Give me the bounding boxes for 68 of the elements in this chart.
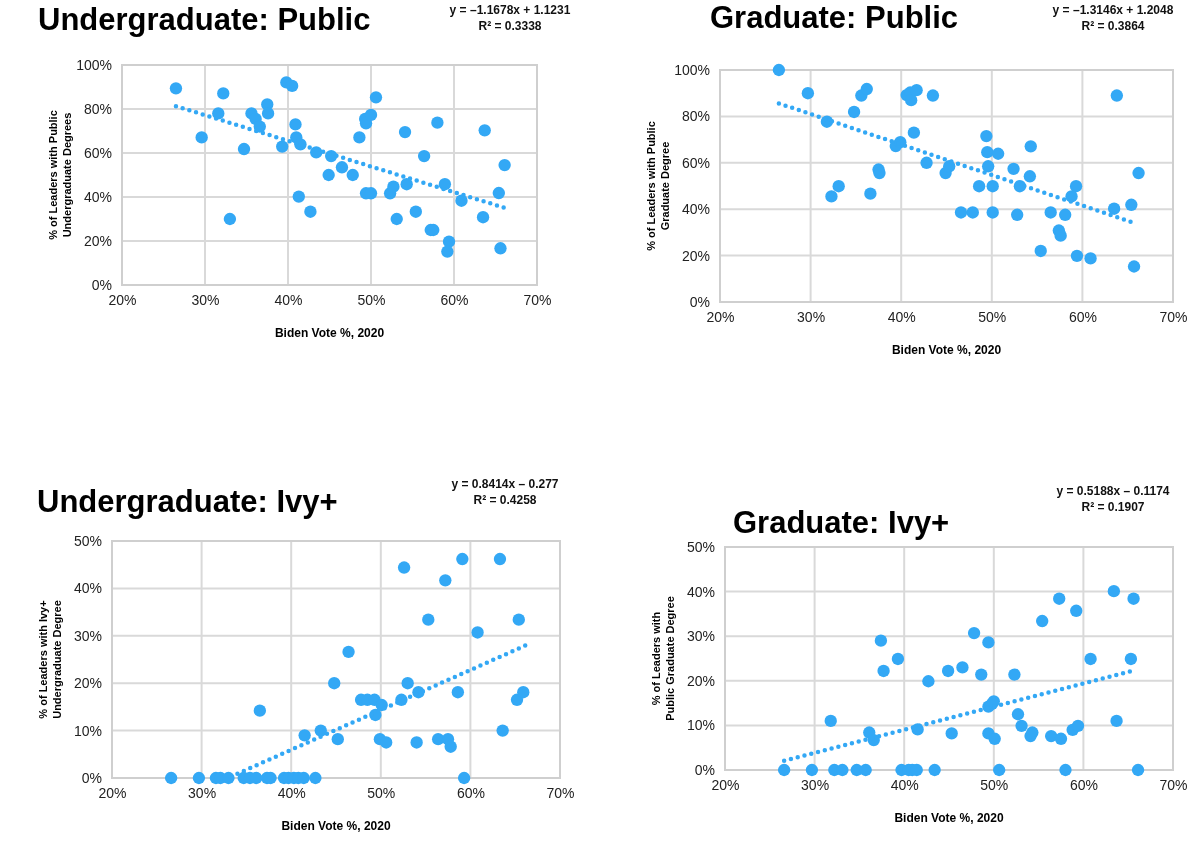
x-tick-label: 60%	[456, 784, 485, 801]
y-axis-title: % of Leaders with Ivy+ Undergraduate Degree	[37, 600, 63, 719]
y-axis-title: % of Leaders with Public Graduate Degree	[645, 121, 671, 251]
x-tick-label: 20%	[711, 776, 740, 793]
y-tick-label: 30%	[73, 627, 102, 644]
y-tick-label: 80%	[681, 108, 710, 125]
text: R² = 0.3338	[478, 19, 542, 33]
chart-title: Undergraduate: Ivy+	[37, 484, 338, 519]
x-tick-label: 30%	[191, 291, 220, 308]
text: y = –1.1678x + 1.1231	[449, 3, 571, 17]
x-axis-title: Biden Vote %, 2020	[281, 819, 391, 833]
y-tick-label: 80%	[83, 100, 112, 117]
y-tick-label: 0%	[694, 761, 715, 778]
x-tick-label: 70%	[1159, 776, 1188, 793]
y-tick-label: 60%	[681, 154, 710, 171]
y-tick-label: 50%	[686, 538, 715, 555]
x-tick-label: 60%	[1069, 776, 1098, 793]
y-tick-label: 50%	[73, 532, 102, 549]
y-tick-label: 100%	[674, 61, 710, 78]
text: R² = 0.4258	[473, 493, 537, 507]
y-tick-label: 0%	[91, 276, 112, 293]
y-tick-label: 30%	[686, 628, 715, 645]
y-tick-label: 0%	[81, 769, 102, 786]
text: y = –1.3146x + 1.2048	[1052, 3, 1174, 17]
y-tick-label: 60%	[83, 144, 112, 161]
y-tick-label: 10%	[686, 717, 715, 734]
x-axis-title: Biden Vote %, 2020	[894, 811, 1004, 825]
x-tick-label: 50%	[978, 308, 1007, 325]
x-tick-label: 50%	[367, 784, 396, 801]
x-tick-label: 40%	[274, 291, 303, 308]
x-tick-label: 30%	[801, 776, 830, 793]
chart-title: Undergraduate: Public	[38, 2, 371, 37]
x-tick-label: 20%	[98, 784, 127, 801]
y-tick-label: 20%	[73, 675, 102, 692]
x-tick-label: 50%	[357, 291, 386, 308]
x-tick-label: 20%	[706, 308, 735, 325]
x-axis-title: Biden Vote %, 2020	[274, 326, 385, 340]
text: y = 0.8414x – 0.277	[451, 477, 559, 491]
x-axis-title: Biden Vote %, 2020	[891, 343, 1002, 357]
y-tick-label: 40%	[83, 188, 112, 205]
y-tick-label: 40%	[686, 583, 715, 600]
y-tick-label: 20%	[681, 247, 710, 264]
y-tick-label: 10%	[73, 722, 102, 739]
y-tick-label: 20%	[686, 672, 715, 689]
x-tick-label: 50%	[980, 776, 1009, 793]
text: y = 0.5188x – 0.1174	[1056, 484, 1170, 498]
chart-title: Graduate: Ivy+	[733, 505, 950, 540]
x-tick-label: 70%	[1159, 308, 1188, 325]
y-tick-label: 40%	[681, 201, 710, 218]
chart-title: Graduate: Public	[710, 0, 959, 35]
x-tick-label: 20%	[108, 291, 137, 308]
y-axis-title: % of Leaders with Public Graduate Degree	[650, 596, 676, 721]
x-tick-label: 70%	[546, 784, 575, 801]
x-tick-label: 40%	[890, 776, 919, 793]
y-axis-title: % of Leaders with Public Undergraduate Degrees	[47, 110, 73, 240]
x-tick-label: 40%	[887, 308, 916, 325]
x-tick-label: 30%	[797, 308, 826, 325]
y-tick-label: 100%	[76, 56, 112, 73]
x-tick-label: 60%	[440, 291, 469, 308]
text: R² = 0.1907	[1081, 500, 1145, 514]
text: R² = 0.3864	[1081, 19, 1145, 33]
x-tick-label: 30%	[188, 784, 217, 801]
y-tick-label: 40%	[73, 580, 102, 597]
y-tick-label: 20%	[83, 232, 112, 249]
y-tick-label: 0%	[689, 293, 710, 310]
x-tick-label: 70%	[523, 291, 552, 308]
x-tick-label: 60%	[1068, 308, 1097, 325]
x-tick-label: 40%	[277, 784, 306, 801]
